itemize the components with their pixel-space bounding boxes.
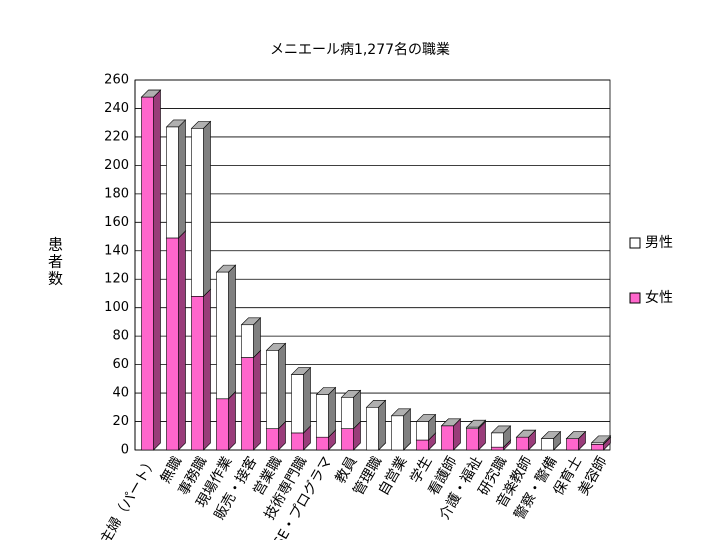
bar-face — [341, 428, 354, 451]
y-tick-label: 20 — [112, 414, 129, 429]
bar-face — [416, 421, 429, 441]
legend-label: 男性 — [645, 235, 673, 251]
bar-face — [316, 436, 329, 451]
bar-face — [491, 446, 504, 451]
bar-face — [291, 432, 304, 451]
bar-face — [228, 391, 236, 451]
legend-swatch — [629, 237, 641, 249]
bar-face — [203, 288, 211, 451]
bar-face — [516, 436, 529, 451]
bar-face — [441, 425, 454, 451]
y-tick-label: 40 — [112, 386, 129, 401]
bar-segment — [390, 408, 412, 451]
bar-face — [203, 120, 211, 298]
bar-face — [266, 350, 279, 429]
legend-swatch — [629, 292, 641, 304]
bar-face — [178, 119, 186, 239]
bar-segment — [415, 413, 437, 441]
bar-face — [565, 431, 587, 439]
x-tick-label: 主婦（パート） — [97, 454, 161, 541]
bar-segment — [165, 230, 187, 451]
bar-segment — [365, 399, 387, 451]
bar-face — [291, 374, 304, 434]
bar-face — [466, 428, 479, 451]
bar-segment — [590, 435, 612, 446]
bar-face — [316, 394, 329, 438]
bar-segment — [465, 419, 487, 430]
bar-face — [253, 349, 261, 451]
bar-segment — [290, 366, 312, 434]
bar-segment — [190, 288, 212, 451]
bar-face — [466, 426, 479, 429]
bar-face — [166, 126, 179, 239]
bar-face — [141, 96, 154, 451]
y-tick-label: 80 — [112, 329, 129, 344]
bar-segment — [515, 429, 537, 438]
y-tick-label: 120 — [104, 272, 129, 287]
bar-face — [216, 271, 229, 400]
y-tick-label: 220 — [104, 129, 129, 144]
bar-segment — [215, 264, 237, 400]
legend-label: 女性 — [645, 289, 673, 306]
bar-face — [153, 89, 161, 451]
y-tick-label: 160 — [104, 215, 129, 230]
bar-segment — [565, 431, 587, 439]
bar-face — [566, 438, 579, 451]
bar-face — [241, 324, 254, 358]
bar-face — [328, 386, 336, 438]
y-tick-label: 60 — [112, 357, 129, 372]
bar-face — [178, 230, 186, 451]
bar-face — [541, 438, 554, 451]
y-tick-label: 180 — [104, 186, 129, 201]
bar-face — [341, 397, 354, 429]
chart-title: メニエール病1,277名の職業 — [270, 42, 450, 58]
bar-segment — [165, 119, 187, 239]
y-axis-label: 患者数 — [46, 237, 64, 288]
bar-face — [591, 444, 604, 451]
bar-face — [491, 432, 504, 448]
bar-segment — [215, 391, 237, 451]
bar-face — [278, 342, 286, 430]
bar-face — [191, 296, 204, 451]
bar-face — [440, 418, 462, 427]
bar-face — [591, 442, 604, 445]
y-tick-label: 140 — [104, 243, 129, 258]
bar-segment — [315, 386, 337, 438]
y-tick-label: 100 — [104, 300, 129, 315]
bar-face — [241, 357, 254, 451]
bar-segment — [490, 425, 512, 448]
bar-segment — [240, 317, 262, 359]
bar-face — [391, 415, 404, 451]
bar-face — [515, 429, 537, 438]
bar-segment — [265, 342, 287, 430]
bar-face — [216, 398, 229, 451]
bar-face — [416, 439, 429, 451]
bar-segment — [340, 389, 362, 430]
y-tick-label: 200 — [104, 158, 129, 173]
y-tick-label: 240 — [104, 101, 129, 116]
bar-segment — [540, 430, 562, 451]
bar-segment — [440, 418, 462, 427]
bar-face — [140, 89, 162, 98]
bar-segment — [140, 89, 162, 98]
bar-face — [266, 428, 279, 451]
y-tick-label: 0 — [121, 443, 129, 458]
bar-face — [228, 264, 236, 400]
bar-face — [303, 366, 311, 434]
bar-face — [378, 399, 386, 451]
bar-face — [191, 128, 204, 297]
bar-face — [366, 407, 379, 451]
bar-segment — [240, 349, 262, 451]
bar-face — [166, 237, 179, 451]
y-tick-label: 260 — [104, 73, 129, 88]
bar-segment — [140, 89, 162, 451]
bar-segment — [190, 120, 212, 298]
